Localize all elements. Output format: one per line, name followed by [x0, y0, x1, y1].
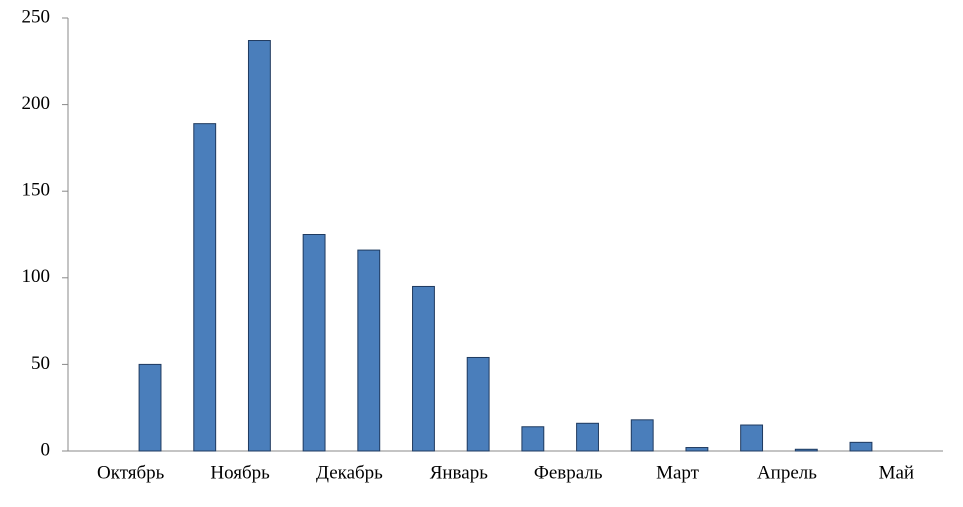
- x-tick-label: Апрель: [757, 462, 817, 483]
- bar: [521, 426, 545, 452]
- bar: [138, 363, 162, 452]
- bar: [357, 249, 381, 452]
- bar: [247, 40, 271, 452]
- bar: [630, 419, 654, 452]
- y-tick-label: 100: [22, 266, 51, 287]
- x-tick-label: Март: [656, 462, 700, 483]
- bar: [849, 441, 873, 452]
- bar: [412, 285, 435, 452]
- y-tick-label: 50: [31, 353, 50, 374]
- bar: [794, 448, 818, 452]
- x-tick-label: Декабрь: [316, 462, 383, 483]
- bar: [193, 123, 217, 452]
- bar: [740, 424, 764, 452]
- bar: [302, 234, 326, 452]
- y-tick-label: 0: [41, 439, 51, 460]
- x-tick-label: Ноябрь: [210, 462, 270, 483]
- y-tick-label: 200: [22, 93, 51, 114]
- x-tick-label: Январь: [430, 462, 488, 483]
- bar: [466, 356, 490, 452]
- y-tick-label: 250: [22, 6, 51, 27]
- x-tick-label: Май: [879, 462, 915, 483]
- bar: [576, 422, 599, 452]
- bar: [685, 447, 709, 452]
- y-tick-label: 150: [22, 180, 51, 201]
- x-tick-label: Февраль: [534, 462, 603, 483]
- x-tick-label: Октябрь: [97, 462, 165, 483]
